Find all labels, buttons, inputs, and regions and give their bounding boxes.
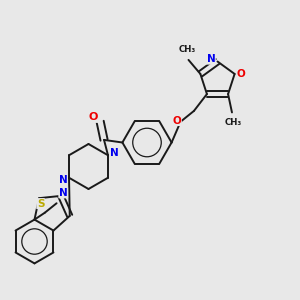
Text: N: N bbox=[206, 54, 215, 64]
Text: S: S bbox=[37, 199, 44, 208]
Text: CH₃: CH₃ bbox=[178, 46, 196, 55]
Text: N: N bbox=[59, 188, 68, 198]
Text: N: N bbox=[58, 175, 68, 185]
Text: O: O bbox=[237, 69, 246, 79]
Text: CH₃: CH₃ bbox=[225, 118, 242, 127]
Text: N: N bbox=[110, 148, 118, 158]
Text: O: O bbox=[89, 112, 98, 122]
Text: O: O bbox=[172, 116, 181, 125]
